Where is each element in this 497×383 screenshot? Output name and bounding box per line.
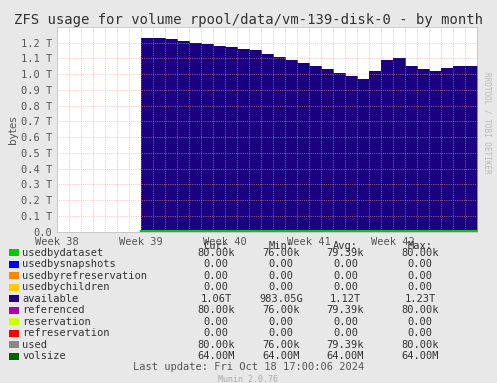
Text: 64.00M: 64.00M [327,351,364,361]
Text: 0.00: 0.00 [333,328,358,338]
Text: usedbysnapshots: usedbysnapshots [22,259,116,269]
Y-axis label: bytes: bytes [8,115,18,144]
Text: 0.00: 0.00 [408,328,432,338]
Text: 76.00k: 76.00k [262,340,300,350]
Text: 0.00: 0.00 [204,317,229,327]
Text: 0.00: 0.00 [333,271,358,281]
Text: 80.00k: 80.00k [197,248,235,258]
Text: Munin 2.0.76: Munin 2.0.76 [219,375,278,383]
Text: ZFS usage for volume rpool/data/vm-139-disk-0 - by month: ZFS usage for volume rpool/data/vm-139-d… [14,13,483,28]
Text: usedbychildren: usedbychildren [22,282,110,292]
Text: refreservation: refreservation [22,328,110,338]
Text: 0.00: 0.00 [204,271,229,281]
Text: 80.00k: 80.00k [401,340,439,350]
Text: 0.00: 0.00 [408,271,432,281]
Text: 64.00M: 64.00M [401,351,439,361]
Text: RRDTOOL / TOBI OETIKER: RRDTOOL / TOBI OETIKER [482,72,491,173]
Text: 0.00: 0.00 [204,282,229,292]
Text: usedbydataset: usedbydataset [22,248,103,258]
Text: 80.00k: 80.00k [401,248,439,258]
Text: 1.06T: 1.06T [201,294,232,304]
Text: 0.00: 0.00 [408,259,432,269]
Text: 0.00: 0.00 [333,259,358,269]
Text: 0.00: 0.00 [268,271,293,281]
Text: referenced: referenced [22,305,85,315]
Text: Last update: Fri Oct 18 17:00:06 2024: Last update: Fri Oct 18 17:00:06 2024 [133,362,364,372]
Text: 0.00: 0.00 [333,317,358,327]
Text: 80.00k: 80.00k [197,305,235,315]
Text: 1.23T: 1.23T [405,294,435,304]
Text: 0.00: 0.00 [268,282,293,292]
Text: 79.39k: 79.39k [327,305,364,315]
Text: volsize: volsize [22,351,66,361]
Text: 0.00: 0.00 [204,328,229,338]
Text: 0.00: 0.00 [268,328,293,338]
Text: Cur:: Cur: [204,241,229,251]
Text: usedbyrefreservation: usedbyrefreservation [22,271,148,281]
Text: 64.00M: 64.00M [197,351,235,361]
Text: 76.00k: 76.00k [262,248,300,258]
Text: 80.00k: 80.00k [401,305,439,315]
Text: 0.00: 0.00 [333,282,358,292]
Text: available: available [22,294,79,304]
Text: 0.00: 0.00 [268,259,293,269]
Text: 80.00k: 80.00k [197,340,235,350]
Text: Avg:: Avg: [333,241,358,251]
Text: 0.00: 0.00 [408,317,432,327]
Text: used: used [22,340,47,350]
Text: Max:: Max: [408,241,432,251]
Text: 64.00M: 64.00M [262,351,300,361]
Text: 983.05G: 983.05G [259,294,303,304]
Text: 79.39k: 79.39k [327,340,364,350]
Text: 79.39k: 79.39k [327,248,364,258]
Text: 0.00: 0.00 [268,317,293,327]
Text: 0.00: 0.00 [204,259,229,269]
Text: 76.00k: 76.00k [262,305,300,315]
Text: reservation: reservation [22,317,91,327]
Text: 1.12T: 1.12T [330,294,361,304]
Text: Min:: Min: [268,241,293,251]
Text: 0.00: 0.00 [408,282,432,292]
